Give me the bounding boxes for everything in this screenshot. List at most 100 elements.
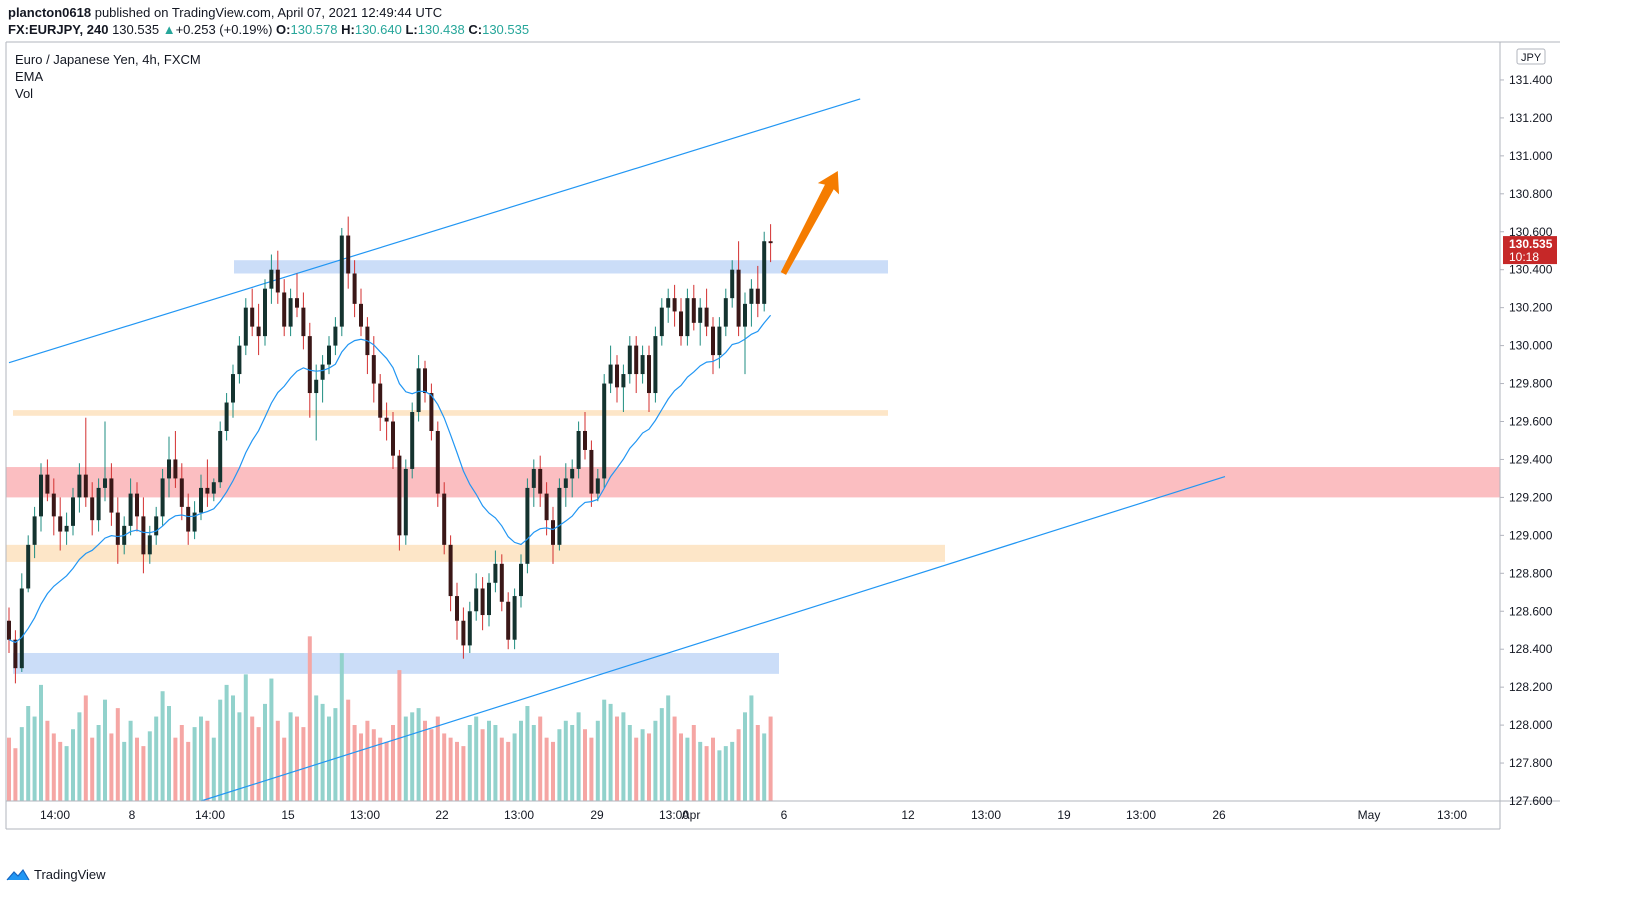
candle [365, 317, 370, 375]
candle [346, 216, 351, 289]
candle [480, 577, 485, 631]
candle-body [455, 596, 459, 621]
candle-body [602, 383, 607, 479]
candle [256, 303, 261, 356]
candle [205, 459, 210, 507]
volume-bar [595, 720, 600, 801]
candle [237, 336, 242, 384]
x-tick-label: 19 [1057, 808, 1071, 822]
volume-bar [231, 695, 235, 801]
candle-body [755, 288, 760, 304]
target-arrow[interactable] [773, 165, 849, 279]
candle-body [243, 307, 248, 346]
candle [275, 250, 280, 304]
ema-line[interactable] [8, 314, 772, 644]
candle [359, 288, 363, 337]
zone-support-orange[interactable] [13, 410, 888, 416]
volume-bar [416, 708, 421, 801]
candle-body [58, 516, 63, 532]
volume-bar [19, 727, 24, 801]
arrow-layer [773, 165, 849, 279]
volume-bar [423, 720, 427, 801]
candle [717, 317, 722, 369]
footer-brand[interactable]: TradingView [6, 867, 106, 882]
candle [128, 478, 133, 536]
publish-info: plancton0618 published on TradingView.co… [8, 5, 442, 20]
candle-body [173, 459, 178, 479]
volume-bar [448, 737, 453, 801]
volume-bar [525, 706, 530, 801]
candle [499, 554, 504, 612]
volume-bar [115, 708, 120, 801]
zone-support-blue[interactable] [13, 652, 779, 674]
candle [685, 288, 690, 346]
ema-layer [8, 314, 772, 644]
candle [608, 345, 613, 394]
candle-body [51, 493, 56, 517]
trendline-lower-channel[interactable] [200, 475, 1226, 802]
volume-bar [544, 737, 549, 801]
volume-bar [243, 674, 248, 801]
price-change: +0.253 (+0.19%) [175, 22, 273, 37]
zone-support-red[interactable] [6, 467, 1500, 498]
candle [13, 630, 18, 684]
volume-bar [64, 746, 69, 801]
candle [160, 468, 165, 526]
candle [583, 412, 587, 460]
candle-body [621, 374, 626, 388]
volume-bar [211, 737, 216, 801]
candle [743, 292, 747, 375]
volume-bar [685, 737, 690, 801]
candle-body [103, 478, 107, 488]
zone-support-orange[interactable] [6, 544, 945, 562]
x-tick-label: 8 [129, 808, 136, 822]
candle [640, 345, 645, 384]
x-tick-label: Apr [682, 808, 701, 822]
candle-body [595, 478, 600, 494]
candle-body [493, 563, 498, 583]
candle [32, 506, 37, 559]
candle [615, 355, 619, 403]
candle-body [109, 478, 114, 513]
volume-bar [371, 729, 376, 801]
candle [647, 345, 651, 413]
candle-body [256, 326, 261, 337]
candle-body [704, 307, 709, 327]
candle-body [263, 288, 267, 337]
candle [403, 459, 408, 545]
currency-badge[interactable] [1516, 48, 1546, 65]
candle [7, 607, 11, 653]
volume-bar [39, 684, 43, 801]
volume-bar [154, 716, 159, 801]
last-price-tag[interactable] [1503, 236, 1557, 265]
candle-body [659, 307, 664, 337]
volume-bar [109, 733, 114, 801]
volume-layer [7, 636, 773, 801]
volume-bar [275, 720, 280, 801]
candle [243, 298, 248, 356]
y-tick-label: 129.800 [1509, 377, 1553, 391]
author-name[interactable]: plancton0618 [8, 5, 92, 20]
candle [218, 421, 223, 488]
candle [768, 224, 773, 263]
candle-body [448, 544, 453, 597]
volume-bar [32, 716, 37, 801]
price-axis[interactable]: 131.400 131.200 131.000 130.800 130.600 130.4… [1500, 48, 1557, 808]
volume-bar [141, 746, 146, 801]
candle [141, 497, 146, 574]
trendline-upper-channel[interactable] [8, 98, 861, 364]
legend-ema[interactable]: EMA [15, 69, 44, 84]
volume-bar [679, 733, 683, 801]
candle [115, 497, 120, 564]
candle [154, 506, 159, 545]
legend-vol[interactable]: Vol [15, 86, 34, 101]
zone-resistance-blue[interactable] [234, 260, 888, 274]
candle-body [461, 620, 466, 646]
candle [762, 231, 767, 312]
candle-body [474, 588, 479, 612]
volume-bar [359, 733, 363, 801]
volume-bar [327, 716, 331, 801]
symbol-label: FX:EURJPY, 240 [8, 22, 109, 37]
